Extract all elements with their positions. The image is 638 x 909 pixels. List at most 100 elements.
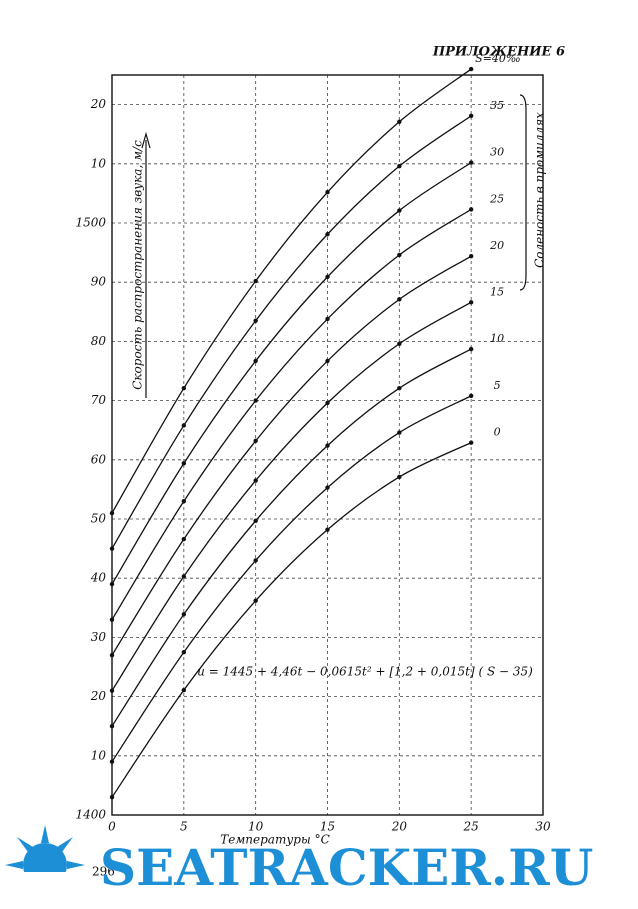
y-tick-label: 10 bbox=[91, 748, 107, 762]
point bbox=[325, 527, 330, 532]
point bbox=[468, 300, 474, 305]
point bbox=[181, 612, 187, 617]
point bbox=[325, 190, 330, 195]
x-tick-label: 30 bbox=[535, 820, 551, 834]
point bbox=[253, 398, 258, 403]
point bbox=[109, 795, 115, 800]
point bbox=[468, 440, 474, 445]
legend-label: 25 bbox=[489, 192, 504, 205]
point bbox=[181, 423, 187, 428]
y-tick-label: 20 bbox=[90, 689, 107, 703]
point bbox=[109, 546, 115, 551]
x-tick-label: 15 bbox=[320, 820, 335, 834]
legend-label: 35 bbox=[490, 99, 504, 112]
y-tick-label: 10 bbox=[91, 156, 107, 170]
y-tick-label: 1400 bbox=[75, 808, 106, 822]
legend-label: 0 bbox=[494, 426, 501, 439]
legend-label: 10 bbox=[490, 332, 504, 345]
point bbox=[325, 358, 330, 364]
legend-title: Соленость в промиллях bbox=[533, 112, 547, 268]
point bbox=[397, 297, 402, 302]
point bbox=[468, 253, 474, 259]
watermark: SEATRACKER.RU bbox=[100, 838, 593, 897]
point bbox=[468, 66, 474, 72]
point bbox=[181, 650, 187, 655]
x-tick-label: 20 bbox=[391, 820, 408, 834]
point bbox=[181, 536, 187, 542]
point bbox=[468, 113, 474, 119]
point bbox=[325, 485, 330, 490]
point bbox=[109, 724, 115, 729]
point bbox=[181, 574, 187, 579]
x-axis-label: Температуры °С bbox=[220, 833, 330, 847]
curve bbox=[111, 208, 472, 620]
y-tick-label: 30 bbox=[91, 630, 107, 644]
point bbox=[109, 581, 115, 587]
point bbox=[325, 232, 330, 237]
point bbox=[253, 518, 258, 523]
legend-label: 15 bbox=[490, 285, 504, 298]
point bbox=[325, 316, 330, 322]
legend-label: 30 bbox=[490, 146, 504, 159]
legend-label: 20 bbox=[489, 239, 504, 252]
point bbox=[325, 443, 330, 448]
y-tick-label: 70 bbox=[91, 393, 107, 407]
point bbox=[397, 385, 402, 391]
point bbox=[253, 598, 258, 603]
point bbox=[397, 252, 402, 258]
point bbox=[468, 346, 474, 352]
point bbox=[397, 474, 402, 480]
point bbox=[109, 510, 115, 516]
x-tick-label: 25 bbox=[463, 820, 479, 834]
x-tick-label: 5 bbox=[180, 820, 188, 834]
legend-label: S=40‰ bbox=[475, 52, 521, 65]
formula: u = 1445 + 4,46t − 0,0615t² + [1,2 + 0,0… bbox=[197, 665, 533, 679]
legend-brace bbox=[519, 94, 527, 291]
legend-label: 5 bbox=[494, 379, 501, 392]
curve bbox=[111, 395, 472, 763]
point bbox=[397, 119, 402, 124]
plot-frame bbox=[111, 74, 544, 816]
curve bbox=[111, 348, 472, 727]
point bbox=[468, 207, 474, 212]
point bbox=[468, 393, 474, 399]
y-tick-label: 40 bbox=[90, 571, 107, 585]
x-tick-label: 10 bbox=[248, 820, 264, 834]
point bbox=[325, 400, 330, 406]
point bbox=[253, 478, 258, 483]
y-tick-label: 80 bbox=[91, 334, 107, 348]
watermark-logo bbox=[0, 825, 100, 909]
y-arrow bbox=[141, 131, 151, 398]
point bbox=[253, 318, 258, 323]
point bbox=[397, 430, 402, 435]
y-axis-label: Скорость распространения звука, м/с bbox=[131, 140, 145, 390]
point bbox=[181, 499, 187, 504]
point bbox=[181, 461, 187, 466]
point bbox=[253, 358, 258, 364]
point bbox=[397, 163, 402, 169]
point bbox=[109, 617, 115, 622]
point bbox=[109, 652, 115, 658]
y-tick-label: 50 bbox=[91, 512, 107, 526]
curve bbox=[111, 442, 472, 798]
y-tick-label: 1500 bbox=[75, 216, 106, 230]
point bbox=[397, 341, 402, 346]
point bbox=[253, 558, 258, 563]
curve bbox=[111, 301, 472, 692]
point bbox=[468, 160, 474, 165]
point bbox=[181, 687, 187, 693]
point bbox=[253, 438, 258, 444]
point bbox=[253, 278, 258, 284]
y-tick-label: 20 bbox=[90, 97, 107, 111]
page-number: 296 bbox=[92, 865, 115, 879]
point bbox=[109, 688, 115, 693]
curve bbox=[111, 68, 472, 514]
point bbox=[325, 274, 330, 280]
point bbox=[109, 759, 115, 764]
point bbox=[181, 385, 187, 391]
header: ПРИЛОЖЕНИЕ 6 bbox=[432, 45, 565, 60]
y-tick-label: 90 bbox=[91, 275, 107, 289]
y-tick-label: 60 bbox=[91, 452, 107, 466]
x-tick-label: 0 bbox=[108, 820, 116, 834]
